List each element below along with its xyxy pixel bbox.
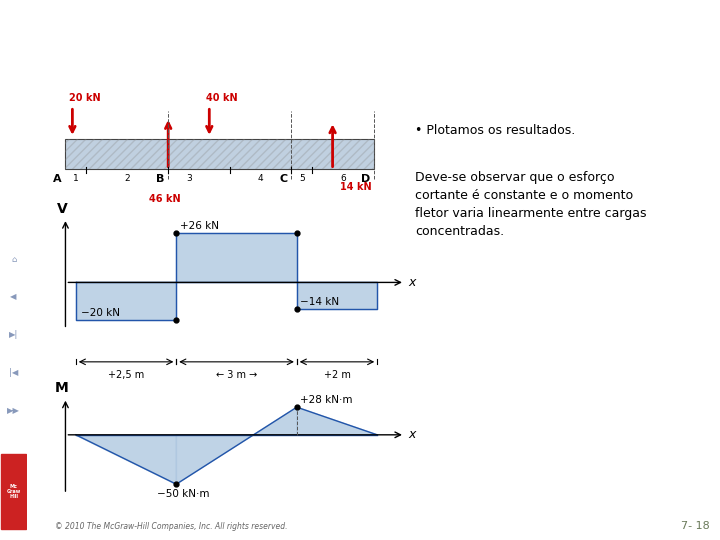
Text: M: M — [55, 381, 69, 395]
Text: V: V — [57, 202, 68, 216]
Text: 46 kN: 46 kN — [149, 194, 181, 205]
Text: −20 kN: −20 kN — [81, 308, 120, 318]
Polygon shape — [297, 407, 377, 435]
Text: 1: 1 — [73, 174, 78, 183]
Text: +26 kN: +26 kN — [180, 221, 219, 231]
Text: D: D — [361, 174, 370, 184]
Text: ← 3 m →: ← 3 m → — [216, 369, 257, 380]
Text: 3: 3 — [186, 174, 192, 183]
Text: ◀: ◀ — [10, 293, 17, 301]
Polygon shape — [253, 407, 297, 435]
Text: Mc
Graw
Hill: Mc Graw Hill — [6, 483, 21, 500]
FancyBboxPatch shape — [66, 139, 374, 168]
Polygon shape — [297, 282, 377, 309]
Text: +28 kN·m: +28 kN·m — [300, 395, 353, 405]
Polygon shape — [76, 435, 176, 484]
Polygon shape — [176, 233, 297, 282]
Text: +2 m: +2 m — [323, 369, 351, 380]
Text: −50 kN·m: −50 kN·m — [157, 489, 210, 500]
Text: • Plotamos os resultados.: • Plotamos os resultados. — [415, 124, 575, 137]
Polygon shape — [76, 282, 176, 320]
Text: ▶|: ▶| — [9, 330, 19, 339]
Text: −14 kN: −14 kN — [300, 297, 339, 307]
Text: © 2010 The McGraw-Hill Companies, Inc. All rights reserved.: © 2010 The McGraw-Hill Companies, Inc. A… — [55, 522, 287, 531]
Text: 40 kN: 40 kN — [206, 93, 238, 103]
Text: C: C — [280, 174, 288, 184]
Text: 7- 18: 7- 18 — [681, 522, 710, 531]
Text: B: B — [156, 174, 165, 184]
Text: A: A — [53, 174, 62, 184]
Text: +2,5 m: +2,5 m — [108, 369, 144, 380]
Text: |◀: |◀ — [9, 368, 19, 377]
Text: x: x — [408, 428, 415, 441]
Text: Problema Resolvido 7.2: Problema Resolvido 7.2 — [37, 82, 259, 99]
Text: Edição: Edição — [12, 54, 16, 75]
Text: Deve-se observar que o esforço
cortante é constante e o momento
fletor varia lin: Deve-se observar que o esforço cortante … — [415, 171, 647, 238]
Text: Nona: Nona — [12, 22, 16, 38]
Text: 14 kN: 14 kN — [340, 181, 371, 192]
Text: 2: 2 — [125, 174, 130, 183]
Bar — [1, 454, 26, 529]
Text: 4: 4 — [258, 174, 264, 183]
Text: 20 kN: 20 kN — [69, 93, 101, 103]
Polygon shape — [176, 435, 253, 484]
Text: ⌂: ⌂ — [11, 255, 17, 264]
Text: 5: 5 — [299, 174, 305, 183]
Text: Mecânica Vetorial para Engenheiros: Estática: Mecânica Vetorial para Engenheiros: Está… — [37, 24, 607, 46]
Text: x: x — [408, 276, 415, 289]
Text: ▶▶: ▶▶ — [7, 406, 20, 415]
Text: 6: 6 — [340, 174, 346, 183]
